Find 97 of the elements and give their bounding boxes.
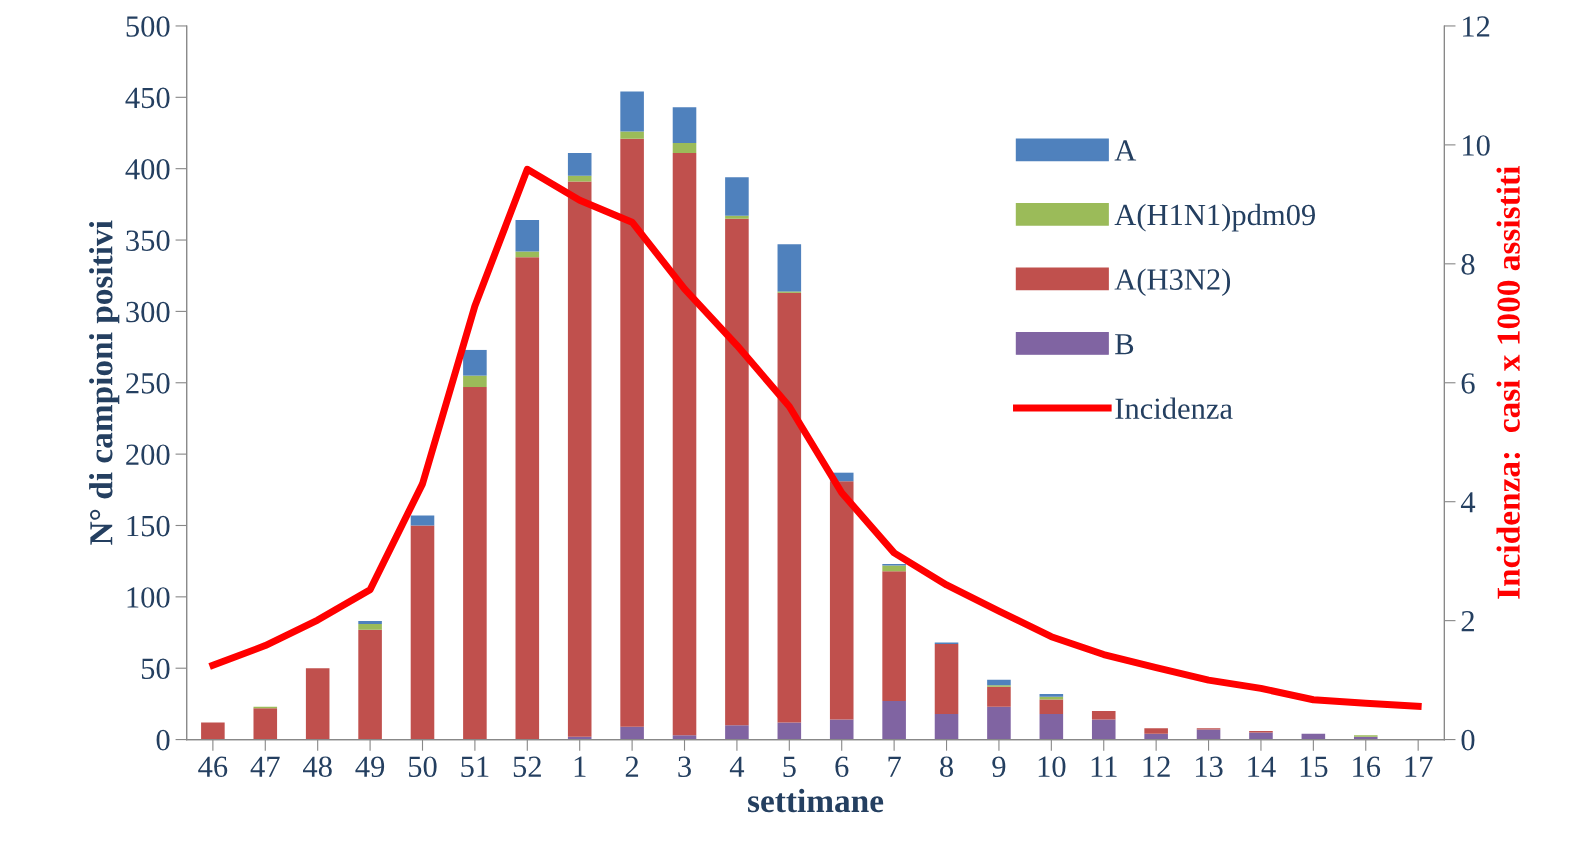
y-tick-label: 50 xyxy=(141,658,170,680)
y2-tick-label: 6 xyxy=(1461,373,1475,394)
bar xyxy=(882,701,906,740)
legend-label: B xyxy=(1115,334,1134,355)
bar xyxy=(620,726,644,740)
x-tick-label: 16 xyxy=(1353,756,1381,778)
y-tick-label: 300 xyxy=(126,301,170,323)
x-tick-label: 4 xyxy=(729,756,745,777)
bar xyxy=(882,571,906,702)
y-tick-label: 0 xyxy=(156,729,170,751)
legend-label: A(H1N1)pdm09 xyxy=(1114,203,1315,232)
bar xyxy=(358,629,382,740)
x-tick-label: 7 xyxy=(888,756,901,777)
y-tick-label: 350 xyxy=(126,230,170,251)
x-axis-title: settimane xyxy=(748,788,884,813)
bar xyxy=(777,722,802,740)
y-tick-label: 100 xyxy=(127,587,170,608)
bar xyxy=(463,375,487,388)
x-tick-label: 10 xyxy=(1038,756,1066,778)
y2-tick-label: 12 xyxy=(1463,16,1490,37)
x-tick-label: 8 xyxy=(940,756,953,778)
x-tick-label: 6 xyxy=(835,756,849,778)
y-tick-label: 250 xyxy=(126,373,170,394)
y-tick-label: 150 xyxy=(127,515,170,537)
y2-tick-label: 2 xyxy=(1461,611,1474,632)
legend-label: Incidenza xyxy=(1115,397,1233,420)
x-tick-label: 2 xyxy=(625,756,639,777)
x-tick-label: 1 xyxy=(574,756,586,777)
bar xyxy=(567,175,592,182)
x-tick-label: 48 xyxy=(303,756,332,778)
bar xyxy=(1039,713,1064,740)
x-tick-label: 47 xyxy=(250,756,280,777)
x-tick-label: 3 xyxy=(678,756,691,778)
bar xyxy=(515,220,540,252)
bar xyxy=(672,107,697,143)
bar xyxy=(882,565,906,572)
x-tick-label: 12 xyxy=(1143,756,1170,777)
bar xyxy=(1039,699,1064,714)
bar xyxy=(515,251,540,258)
x-tick-label: 49 xyxy=(355,756,385,778)
bar xyxy=(829,719,854,740)
bar xyxy=(358,623,382,630)
x-tick-label: 50 xyxy=(408,756,437,778)
legend-label: A xyxy=(1114,140,1137,161)
bar xyxy=(934,643,959,714)
bar xyxy=(725,177,749,216)
bar xyxy=(410,515,435,526)
bar xyxy=(672,152,697,736)
bar xyxy=(987,686,1011,707)
y2-tick-label: 4 xyxy=(1460,492,1476,513)
y-tick-label: 450 xyxy=(125,87,170,109)
bar xyxy=(358,621,382,624)
bar xyxy=(1249,732,1273,740)
bar xyxy=(620,138,644,727)
bar xyxy=(253,708,278,740)
legend-label: A(H3N2) xyxy=(1114,268,1231,297)
x-tick-label: 17 xyxy=(1405,756,1433,777)
bar xyxy=(515,257,540,740)
x-tick-label: 9 xyxy=(992,756,1006,778)
y2-tick-label: 0 xyxy=(1461,729,1475,751)
y2-tick-label: 8 xyxy=(1461,254,1475,275)
bar xyxy=(463,387,487,740)
bar xyxy=(1144,728,1168,734)
bar xyxy=(672,142,697,153)
bar xyxy=(1091,711,1116,720)
bar xyxy=(305,668,330,740)
x-tick-label: 52 xyxy=(513,756,541,778)
bar xyxy=(672,735,697,740)
bar xyxy=(987,706,1011,740)
y2-tick-label: 10 xyxy=(1463,135,1490,156)
bar xyxy=(934,713,959,740)
bar xyxy=(777,244,802,292)
bar xyxy=(410,525,435,740)
y2-axis-title: Incidenza: casi x 1000 assistiti xyxy=(1496,166,1521,599)
bar xyxy=(567,152,592,176)
y-axis-title: N° di campioni positivi xyxy=(89,220,120,545)
bar xyxy=(1091,719,1116,740)
y-tick-label: 500 xyxy=(126,16,170,37)
bar xyxy=(620,91,644,132)
x-tick-label: 13 xyxy=(1195,756,1223,778)
y-tick-label: 400 xyxy=(125,158,170,180)
bar xyxy=(777,292,802,723)
x-tick-label: 51 xyxy=(461,756,489,778)
bar xyxy=(463,349,487,376)
y-tick-label: 200 xyxy=(126,444,170,466)
bar xyxy=(725,215,749,219)
x-tick-label: 11 xyxy=(1091,756,1117,777)
x-tick-label: 46 xyxy=(198,756,228,778)
bar xyxy=(620,131,644,139)
x-tick-label: 5 xyxy=(783,756,796,778)
bar xyxy=(829,481,854,720)
x-tick-label: 15 xyxy=(1300,756,1328,778)
bar xyxy=(725,725,749,740)
bar xyxy=(567,181,592,737)
bar xyxy=(725,218,749,726)
x-tick-label: 14 xyxy=(1248,756,1276,777)
bar xyxy=(201,722,225,740)
